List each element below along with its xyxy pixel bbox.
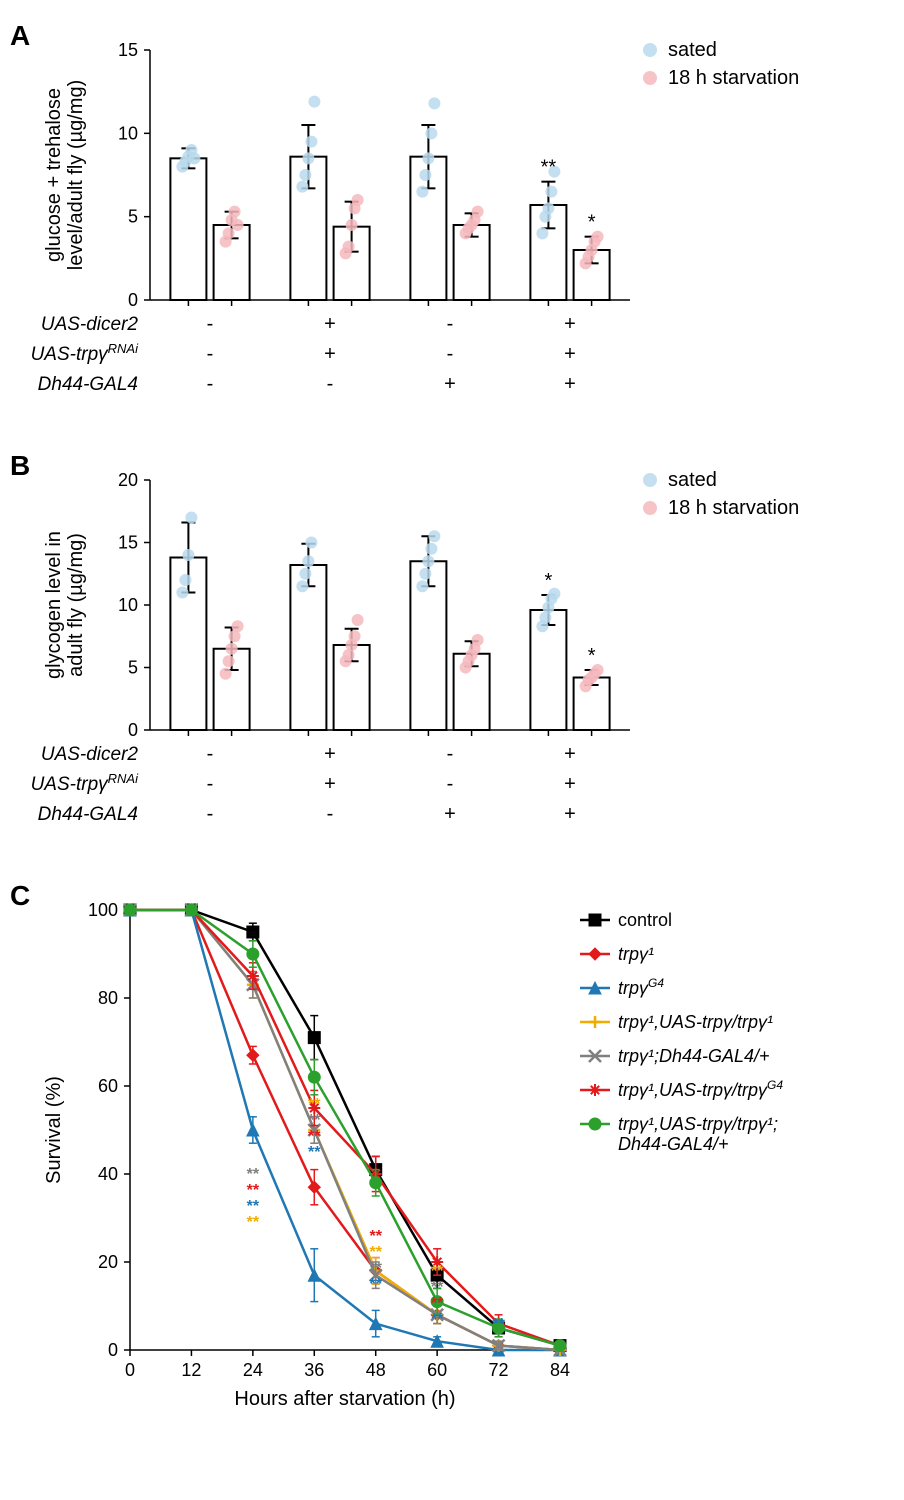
svg-text:72: 72	[489, 1360, 509, 1380]
svg-text:-: -	[207, 343, 214, 365]
svg-text:10: 10	[118, 595, 138, 615]
svg-text:*: *	[588, 212, 596, 234]
svg-text:84: 84	[550, 1360, 570, 1380]
svg-text:**: **	[369, 1260, 382, 1277]
panel-c: C 0 20 40 60 80 100 0 12 24 36 48 60 72 84 Hours after…	[10, 880, 894, 1450]
svg-text:+: +	[564, 743, 576, 765]
svg-text:18 h starvation: 18 h starvation	[668, 67, 799, 89]
svg-text:+: +	[564, 373, 576, 395]
panel-c-chart: 0 20 40 60 80 100 0 12 24 36 48 60 72 84 Hours after s…	[10, 880, 890, 1450]
panel-c-label: C	[10, 880, 30, 912]
svg-text:24: 24	[243, 1360, 263, 1380]
svg-text:60: 60	[427, 1360, 447, 1380]
svg-text:+: +	[444, 373, 456, 395]
svg-text:48: 48	[366, 1360, 386, 1380]
svg-text:*: *	[545, 570, 553, 592]
svg-text:**: **	[247, 1198, 260, 1215]
svg-text:sated: sated	[668, 39, 717, 61]
svg-text:-: -	[447, 773, 454, 795]
svg-text:**: **	[308, 1144, 321, 1161]
svg-text:-: -	[207, 743, 214, 765]
svg-text:*: *	[588, 645, 596, 667]
svg-text:glucose + trehaloselevel/adult: glucose + trehaloselevel/adult fly (µg/m…	[43, 80, 87, 270]
svg-text:20: 20	[98, 1252, 118, 1272]
svg-text:0: 0	[108, 1340, 118, 1360]
svg-text:**: **	[308, 1096, 321, 1113]
svg-text:glycogen level inadult fly (µg: glycogen level inadult fly (µg/mg)	[43, 531, 87, 679]
svg-text:**: **	[492, 1316, 505, 1333]
svg-text:12: 12	[181, 1360, 201, 1380]
svg-text:control: control	[618, 910, 672, 930]
svg-text:-: -	[327, 373, 334, 395]
svg-text:**: **	[431, 1311, 444, 1328]
panel-b-label: B	[10, 450, 30, 482]
svg-text:-: -	[327, 803, 334, 825]
svg-text:-: -	[207, 373, 214, 395]
svg-text:5: 5	[128, 207, 138, 227]
svg-text:+: +	[324, 343, 336, 365]
svg-text:**: **	[541, 157, 557, 179]
svg-text:60: 60	[98, 1076, 118, 1096]
svg-text:40: 40	[98, 1164, 118, 1184]
svg-text:15: 15	[118, 40, 138, 60]
svg-text:+: +	[324, 313, 336, 335]
svg-text:-: -	[447, 313, 454, 335]
svg-text:100: 100	[88, 900, 118, 920]
panel-b-chart: 0 5 10 15 20 glycogen level inadult fly (µg/m…	[10, 450, 890, 860]
svg-text:+: +	[564, 343, 576, 365]
svg-text:trpγG4: trpγG4	[618, 976, 664, 998]
svg-text:UAS-dicer2: UAS-dicer2	[41, 744, 139, 765]
svg-text:**: **	[431, 1279, 444, 1296]
svg-text:trpγ¹,UAS-trpγ/trpγG4: trpγ¹,UAS-trpγ/trpγG4	[618, 1078, 783, 1100]
svg-text:+: +	[564, 803, 576, 825]
svg-text:**: **	[247, 1182, 260, 1199]
svg-text:Survival (%): Survival (%)	[43, 1076, 65, 1184]
svg-text:UAS-trpγRNAi: UAS-trpγRNAi	[31, 771, 140, 796]
svg-text:+: +	[324, 773, 336, 795]
svg-text:**: **	[369, 1228, 382, 1245]
svg-text:+: +	[564, 313, 576, 335]
svg-text:Dh44-GAL4: Dh44-GAL4	[38, 804, 138, 825]
svg-text:15: 15	[118, 533, 138, 553]
svg-text:5: 5	[128, 658, 138, 678]
svg-text:trpγ¹,UAS-trpγ/trpγ¹: trpγ¹,UAS-trpγ/trpγ¹	[618, 1012, 773, 1032]
svg-text:20: 20	[118, 470, 138, 490]
svg-text:0: 0	[128, 290, 138, 310]
svg-text:-: -	[207, 773, 214, 795]
svg-text:**: **	[431, 1295, 444, 1312]
svg-text:**: **	[308, 1112, 321, 1129]
svg-text:36: 36	[304, 1360, 324, 1380]
svg-text:+: +	[444, 803, 456, 825]
svg-text:Hours after starvation (h): Hours after starvation (h)	[234, 1388, 455, 1410]
panel-b: B 0 5 10 15 20 glycogen level inadult fly (µg…	[10, 450, 894, 860]
svg-text:**: **	[247, 1166, 260, 1183]
svg-text:+: +	[564, 773, 576, 795]
svg-text:**: **	[247, 1214, 260, 1231]
svg-text:trpγ¹,UAS-trpγ/trpγ¹;: trpγ¹,UAS-trpγ/trpγ¹;	[618, 1114, 778, 1134]
svg-text:0: 0	[125, 1360, 135, 1380]
svg-text:-: -	[207, 313, 214, 335]
svg-text:-: -	[207, 803, 214, 825]
svg-text:sated: sated	[668, 469, 717, 491]
svg-text:10: 10	[118, 123, 138, 143]
svg-text:UAS-dicer2: UAS-dicer2	[41, 314, 139, 335]
svg-text:trpγ¹;Dh44-GAL4/+: trpγ¹;Dh44-GAL4/+	[618, 1046, 770, 1066]
svg-text:Dh44-GAL4: Dh44-GAL4	[38, 374, 138, 395]
svg-text:UAS-trpγRNAi: UAS-trpγRNAi	[31, 341, 140, 366]
svg-text:trpγ¹: trpγ¹	[618, 944, 654, 964]
svg-text:80: 80	[98, 988, 118, 1008]
svg-text:-: -	[447, 343, 454, 365]
panel-a-label: A	[10, 20, 30, 52]
svg-text:Dh44-GAL4/+: Dh44-GAL4/+	[618, 1134, 729, 1154]
svg-text:-: -	[447, 743, 454, 765]
svg-text:**: **	[369, 1276, 382, 1293]
svg-text:**: **	[308, 1128, 321, 1145]
panel-a: A 0 5 10 15 glucose + trehaloselevel/adult f…	[10, 20, 894, 430]
svg-text:18 h starvation: 18 h starvation	[668, 497, 799, 519]
svg-text:0: 0	[128, 720, 138, 740]
svg-text:**: **	[431, 1263, 444, 1280]
svg-text:+: +	[324, 743, 336, 765]
panel-a-chart: 0 5 10 15 glucose + trehaloselevel/adult fly…	[10, 20, 890, 430]
svg-text:**: **	[369, 1244, 382, 1261]
